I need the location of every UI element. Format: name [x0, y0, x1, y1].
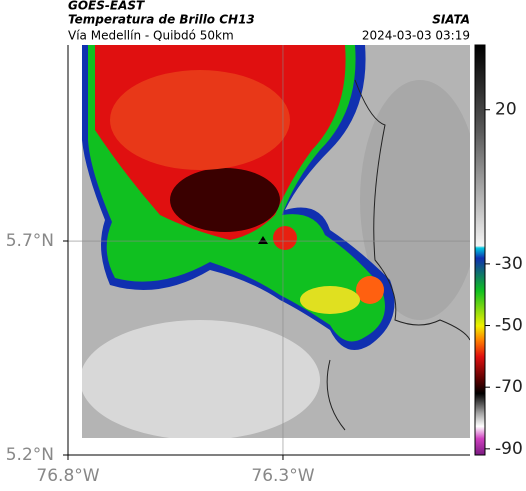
y-tick-label: 5.2°N — [6, 445, 54, 465]
source: SIATA — [432, 13, 470, 27]
y-tick-label: 5.7°N — [6, 231, 54, 251]
colorbar-tick-label: -30 — [495, 254, 523, 274]
satellite: GOES-EAST — [68, 0, 145, 13]
product: Temperatura de Brillo CH13 — [68, 13, 255, 27]
datetime: 2024-03-03 03:19 — [362, 29, 470, 43]
location: Vía Medellín - Quibdó 50km — [68, 29, 234, 43]
colorbar — [474, 44, 486, 456]
colorbar-tick-label: 20 — [495, 100, 517, 120]
satellite-image — [82, 45, 470, 438]
x-tick-label: 76.8°W — [36, 466, 99, 486]
colorbar-tick-label: -70 — [495, 377, 523, 397]
x-tick-label: 76.3°W — [251, 466, 314, 486]
colorbar-tick-label: -90 — [495, 439, 523, 459]
location-marker — [258, 236, 268, 244]
colorbar-tick-label: -50 — [495, 316, 523, 336]
